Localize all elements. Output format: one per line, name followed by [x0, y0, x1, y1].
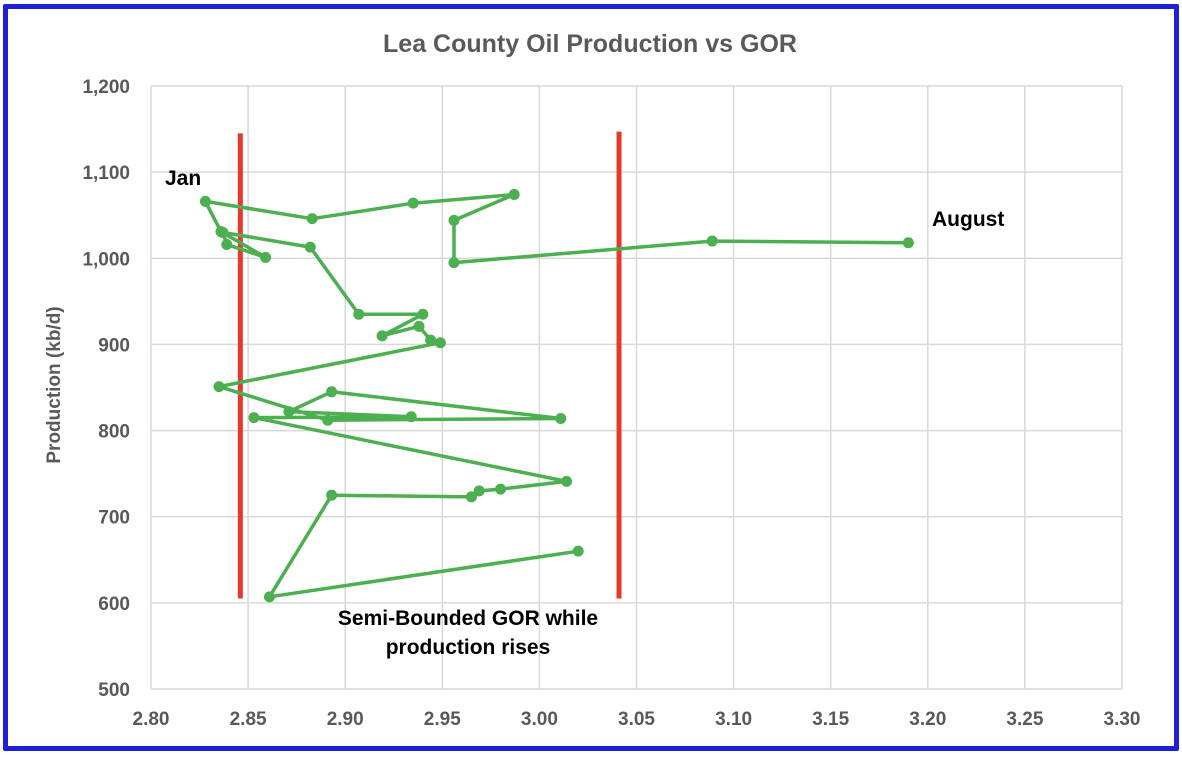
- y-axis-label: Production (kb/d): [44, 306, 65, 463]
- annotation-jan: Jan: [165, 167, 201, 190]
- x-tick-label: 2.90: [327, 709, 364, 730]
- data-point: [304, 241, 316, 253]
- x-tick-label: 3.30: [1104, 709, 1141, 730]
- x-axis-ticks: 2.80 2.85 2.90 2.95 3.00 3.05 3.10 3.15 3.20 3.25…: [133, 709, 1141, 730]
- annotation-august: August: [932, 208, 1004, 231]
- data-point: [706, 235, 718, 247]
- annotation-bounded-line1: Semi-Bounded GOR while: [338, 607, 598, 630]
- data-point: [283, 406, 295, 418]
- y-tick-label: 500: [98, 680, 130, 701]
- data-point: [465, 491, 477, 503]
- data-point: [405, 411, 417, 423]
- data-point: [434, 337, 446, 349]
- data-point: [407, 197, 419, 209]
- x-tick-label: 2.85: [230, 709, 267, 730]
- data-point: [417, 308, 429, 320]
- data-point: [902, 237, 914, 249]
- series: [199, 189, 914, 603]
- chart-title: Lea County Oil Production vs GOR: [383, 30, 797, 58]
- data-point: [248, 412, 260, 424]
- data-point: [561, 475, 573, 487]
- data-point: [413, 320, 425, 332]
- x-tick-label: 3.15: [812, 709, 849, 730]
- data-point: [306, 213, 318, 225]
- x-tick-label: 2.80: [133, 709, 170, 730]
- x-tick-label: 3.10: [715, 709, 752, 730]
- data-point: [572, 545, 584, 557]
- data-point: [221, 239, 233, 251]
- data-point: [448, 214, 460, 226]
- data-point: [376, 330, 388, 342]
- y-tick-label: 700: [98, 508, 130, 529]
- data-point: [495, 483, 507, 495]
- x-tick-label: 3.05: [618, 709, 655, 730]
- series-line: [203, 192, 909, 599]
- data-point: [425, 334, 437, 346]
- data-point: [508, 189, 520, 201]
- y-axis-ticks: 500 600 700 800 900 1,000 1,100 1,200: [82, 77, 130, 701]
- data-point: [215, 226, 227, 238]
- data-point: [260, 251, 272, 263]
- data-point: [326, 489, 338, 501]
- y-tick-label: 1,200: [82, 77, 130, 98]
- grid: [150, 85, 1123, 690]
- data-point: [353, 308, 365, 320]
- y-tick-label: 600: [98, 594, 130, 615]
- y-tick-label: 1,000: [82, 249, 130, 270]
- x-tick-label: 2.95: [424, 709, 461, 730]
- y-tick-label: 900: [98, 335, 130, 356]
- y-tick-label: 1,100: [82, 163, 130, 184]
- data-point: [199, 195, 211, 207]
- data-point: [213, 381, 225, 393]
- reference-lines: [237, 131, 622, 599]
- data-point: [555, 413, 567, 425]
- x-tick-label: 3.00: [521, 709, 558, 730]
- annotation-bounded-line2: production rises: [386, 636, 551, 659]
- data-point: [322, 414, 334, 426]
- chart-frame: [3, 4, 1179, 751]
- y-tick-label: 800: [98, 422, 130, 443]
- data-point: [473, 485, 485, 497]
- data-point: [326, 386, 338, 398]
- data-point: [448, 257, 460, 269]
- x-tick-label: 3.25: [1006, 709, 1043, 730]
- data-point: [263, 591, 275, 603]
- x-tick-label: 3.20: [909, 709, 946, 730]
